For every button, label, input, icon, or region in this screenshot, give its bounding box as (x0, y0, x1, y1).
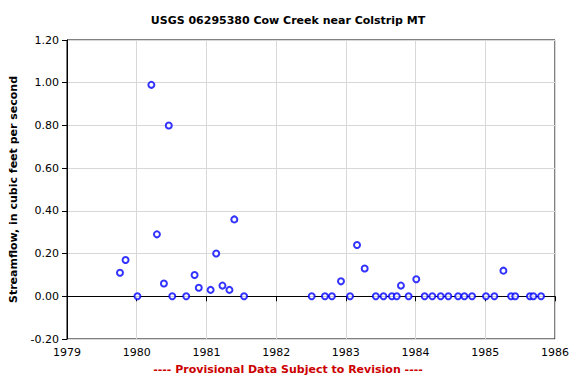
svg-text:---- Provisional Data Subject: ---- Provisional Data Subject to Revisio… (153, 363, 423, 376)
svg-text:1980: 1980 (123, 346, 151, 359)
svg-text:-0.20: -0.20 (31, 333, 59, 346)
svg-text:1.20: 1.20 (35, 34, 60, 47)
svg-text:1986: 1986 (541, 346, 569, 359)
svg-text:USGS 06295380 Cow Creek near C: USGS 06295380 Cow Creek near Colstrip MT (151, 14, 426, 27)
svg-text:0.20: 0.20 (35, 247, 60, 260)
svg-text:1982: 1982 (262, 346, 290, 359)
svg-text:1984: 1984 (402, 346, 430, 359)
svg-text:0.00: 0.00 (35, 290, 60, 303)
svg-text:1981: 1981 (192, 346, 220, 359)
svg-text:Streamflow, in cubic feet per: Streamflow, in cubic feet per second (7, 76, 20, 303)
svg-text:1.00: 1.00 (35, 76, 60, 89)
svg-text:0.40: 0.40 (35, 204, 60, 217)
svg-text:1985: 1985 (471, 346, 499, 359)
svg-text:1979: 1979 (53, 346, 81, 359)
svg-text:1983: 1983 (332, 346, 360, 359)
svg-text:0.60: 0.60 (35, 162, 60, 175)
svg-text:0.80: 0.80 (35, 119, 60, 132)
